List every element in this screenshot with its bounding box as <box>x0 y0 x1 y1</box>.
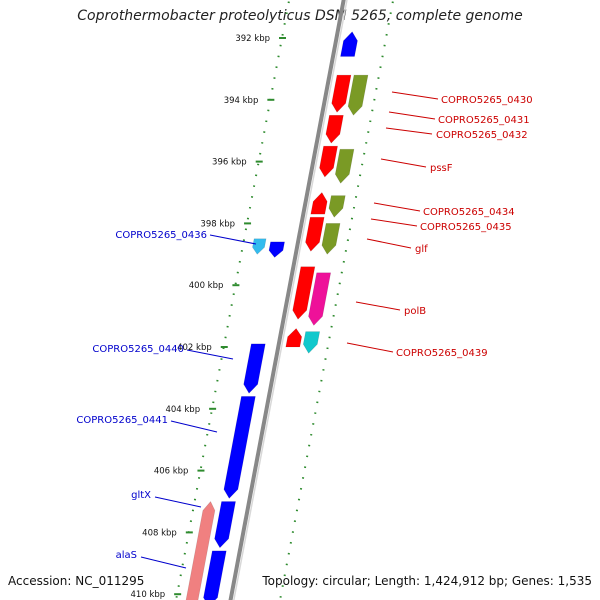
gene-arrow <box>185 500 216 600</box>
backbone-highlight <box>233 0 348 600</box>
tick-label: 402 kbp <box>177 343 212 353</box>
gene-leader-line <box>154 496 202 508</box>
gene-label: COPRO5265_0440 <box>92 344 184 355</box>
map-title: Coprothermobacter proteolyticus DSM 5265… <box>77 8 523 24</box>
tick-label: 398 kbp <box>200 219 235 229</box>
gene-label: COPRO5265_0434 <box>423 207 515 218</box>
gene-arrow <box>214 501 236 549</box>
tick-label: 410 kbp <box>131 590 166 600</box>
gene-arrow <box>285 328 303 348</box>
gene-label: COPRO5265_0436 <box>115 230 207 241</box>
tick-label: 408 kbp <box>142 528 177 538</box>
gene-arrow <box>331 74 352 113</box>
gene-leader-line <box>170 420 218 433</box>
gene-label: COPRO5265_0435 <box>420 222 512 233</box>
gene-arrow <box>334 148 355 184</box>
gene-label: alaS <box>116 550 137 561</box>
tick-label: 404 kbp <box>165 405 200 415</box>
gene-leader-line <box>346 342 394 353</box>
gene-leader-line <box>380 158 427 168</box>
gene-label: COPRO5265_0439 <box>396 348 488 359</box>
tick-label: 396 kbp <box>212 158 247 168</box>
gene-leader-line <box>391 91 439 100</box>
gene-arrow <box>243 343 266 394</box>
gene-label: polB <box>404 306 426 317</box>
gene-arrow <box>321 223 341 255</box>
tick-label: 406 kbp <box>154 467 189 477</box>
tick-label: 392 kbp <box>235 34 270 44</box>
gene-arrow <box>305 216 325 252</box>
gene-label: gltX <box>131 490 151 501</box>
gene-arrow <box>340 31 358 57</box>
gene-arrow <box>308 272 332 326</box>
gene-leader-line <box>355 301 401 311</box>
tick-label: 400 kbp <box>189 281 224 291</box>
gene-arrow <box>302 331 321 354</box>
gene-arrow <box>268 241 285 258</box>
gene-arrow <box>223 396 256 499</box>
gene-arrow <box>325 115 344 144</box>
gene-label: COPRO5265_0430 <box>441 95 533 106</box>
backbone-line <box>228 0 346 600</box>
gene-leader-line <box>140 556 187 569</box>
gene-arrow <box>347 74 369 116</box>
gene-label: pssF <box>430 163 453 174</box>
gene-leader-line <box>186 349 234 360</box>
gene-label: COPRO5265_0431 <box>438 115 530 126</box>
accession-text: Accession: NC_011295 <box>8 574 145 588</box>
gene-leader-line <box>388 111 436 120</box>
tick-label: 394 kbp <box>224 96 259 106</box>
gene-leader-line <box>209 234 257 245</box>
gene-leader-line <box>373 202 421 212</box>
gene-arrow <box>292 266 316 320</box>
gene-label: glf <box>415 244 428 255</box>
gene-label: COPRO5265_0432 <box>436 130 528 141</box>
gene-arrow <box>203 550 227 600</box>
gene-arrow <box>252 238 267 255</box>
gene-leader-line <box>385 127 433 135</box>
gene-arrow <box>310 192 328 215</box>
gene-label: COPRO5265_0441 <box>76 415 168 426</box>
gene-leader-line <box>370 218 418 227</box>
gene-arrow <box>319 145 338 178</box>
gene-leader-line <box>366 238 412 249</box>
genome-info-text: Topology: circular; Length: 1,424,912 bp… <box>262 574 592 588</box>
gene-arrow <box>328 195 346 218</box>
